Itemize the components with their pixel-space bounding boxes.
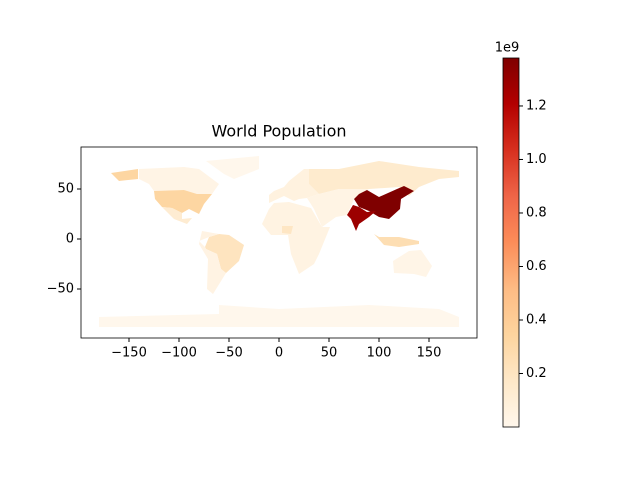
country	[162, 207, 192, 224]
country	[282, 226, 293, 234]
x-tick-label: −100	[161, 346, 197, 361]
colorbar-tick-label: 1.2	[526, 98, 547, 113]
x-tick-label: 100	[367, 346, 392, 361]
x-tick-label: −50	[215, 346, 242, 361]
colorbar-tick-label: 0.4	[526, 312, 547, 327]
colorbar-tick-label: 0.6	[526, 259, 547, 274]
colorbar-tick-label: 1.0	[526, 152, 547, 167]
y-tick-label: 0	[66, 232, 74, 247]
country	[205, 234, 244, 273]
x-tick-label: 150	[417, 346, 442, 361]
country	[111, 169, 212, 214]
country	[99, 305, 459, 327]
x-tick-label: 0	[275, 346, 283, 361]
colorbar-tick-label: 0.2	[526, 366, 547, 381]
chart-title: World Population	[212, 122, 347, 141]
y-tick-label: 50	[57, 182, 74, 197]
country	[309, 161, 459, 196]
country	[347, 205, 376, 231]
country	[262, 202, 330, 274]
country	[393, 250, 432, 277]
country	[139, 167, 219, 194]
y-tick-label: −50	[47, 282, 74, 297]
country	[374, 234, 419, 247]
colorbar	[502, 57, 520, 428]
x-tick-label: −150	[111, 346, 147, 361]
country	[206, 156, 259, 179]
colorbar-tick-label: 0.8	[526, 205, 547, 220]
colorbar-offset: 1e9	[495, 41, 520, 56]
x-tick-label: 50	[321, 346, 338, 361]
country	[307, 189, 369, 227]
country	[354, 186, 414, 219]
country	[199, 231, 226, 294]
country	[269, 169, 319, 203]
